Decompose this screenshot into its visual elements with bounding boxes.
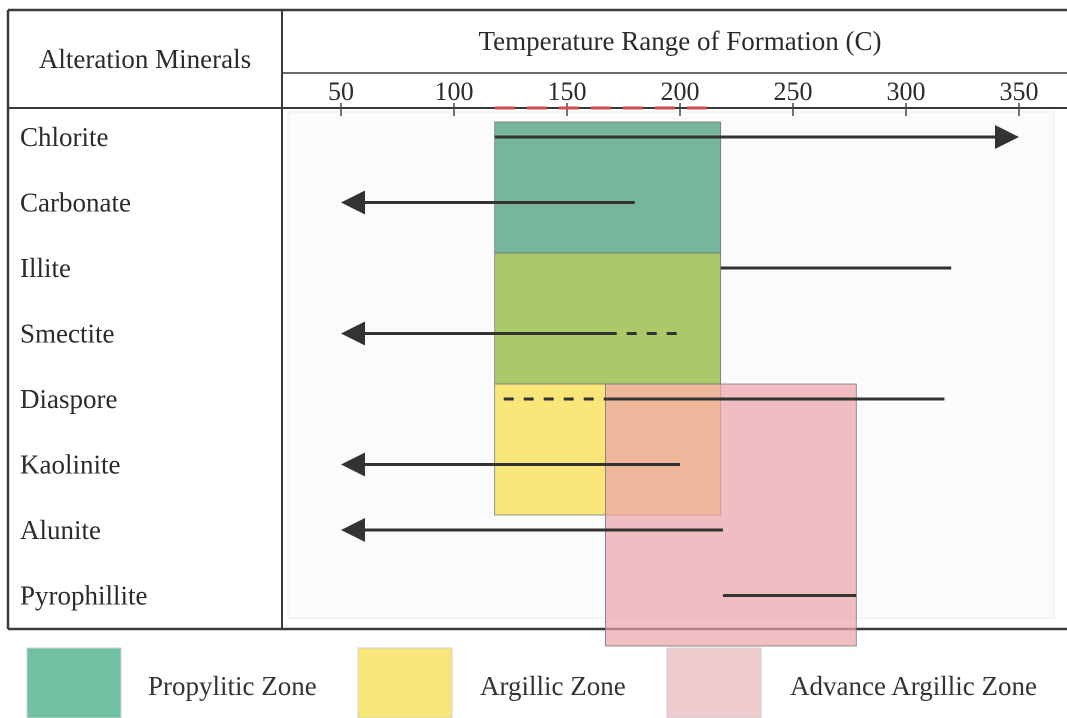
legend-swatch-propylitic-zone <box>26 647 122 718</box>
range-lines <box>341 125 1019 597</box>
row-label-smectite: Smectite <box>20 319 114 349</box>
x-tick-label-150: 150 <box>548 77 587 106</box>
x-tick-label-250: 250 <box>774 77 813 106</box>
row-labels: Chlorite Carbonate Illite Smectite Diaspore K… <box>20 122 148 611</box>
x-tick-label-100: 100 <box>435 77 474 106</box>
row-label-alunite: Alunite <box>20 515 101 545</box>
row-label-pyrophillite: Pyrophillite <box>20 581 148 611</box>
row-label-diaspore: Diaspore <box>20 384 117 414</box>
zone-propylitic-zone-0 <box>494 121 722 254</box>
zone-advance-argillic-zone-3 <box>605 383 857 647</box>
row-label-chlorite: Chlorite <box>20 122 109 152</box>
legend: Propylitic Zone Argillic Zone Advance Argi… <box>26 647 1037 718</box>
row-label-illite: Illite <box>20 253 71 283</box>
arrow-left-alunite <box>341 518 365 542</box>
legend-label-propylitic-zone: Propylitic Zone <box>148 671 317 701</box>
legend-label-advance-argillic-zone: Advance Argillic Zone <box>790 671 1037 701</box>
arrow-left-carbonate <box>341 190 365 215</box>
arrow-left-smectite <box>341 321 365 346</box>
arrow-left-kaolinite <box>341 452 365 477</box>
chart-title: Temperature Range of Formation (C) <box>479 26 882 56</box>
arrow-right-chlorite <box>995 125 1019 149</box>
x-tick-label-350: 350 <box>1000 77 1039 106</box>
row-label-kaolinite: Kaolinite <box>20 450 120 480</box>
x-axis: 50 100 150 200 250 300 350 <box>328 77 1039 116</box>
legend-swatch-argillic-zone <box>357 647 453 718</box>
zone-argillic-zone-1 <box>494 252 722 385</box>
legend-label-argillic-zone: Argillic Zone <box>480 671 626 701</box>
x-tick-label-300: 300 <box>887 77 926 106</box>
row-header: Alteration Minerals <box>39 44 251 74</box>
x-tick-label-200: 200 <box>661 77 700 106</box>
row-label-carbonate: Carbonate <box>20 188 131 218</box>
x-tick-label-50: 50 <box>328 77 354 106</box>
legend-swatch-advance-argillic-zone <box>666 647 762 718</box>
zones <box>494 121 857 647</box>
table-frame <box>6 8 1067 631</box>
